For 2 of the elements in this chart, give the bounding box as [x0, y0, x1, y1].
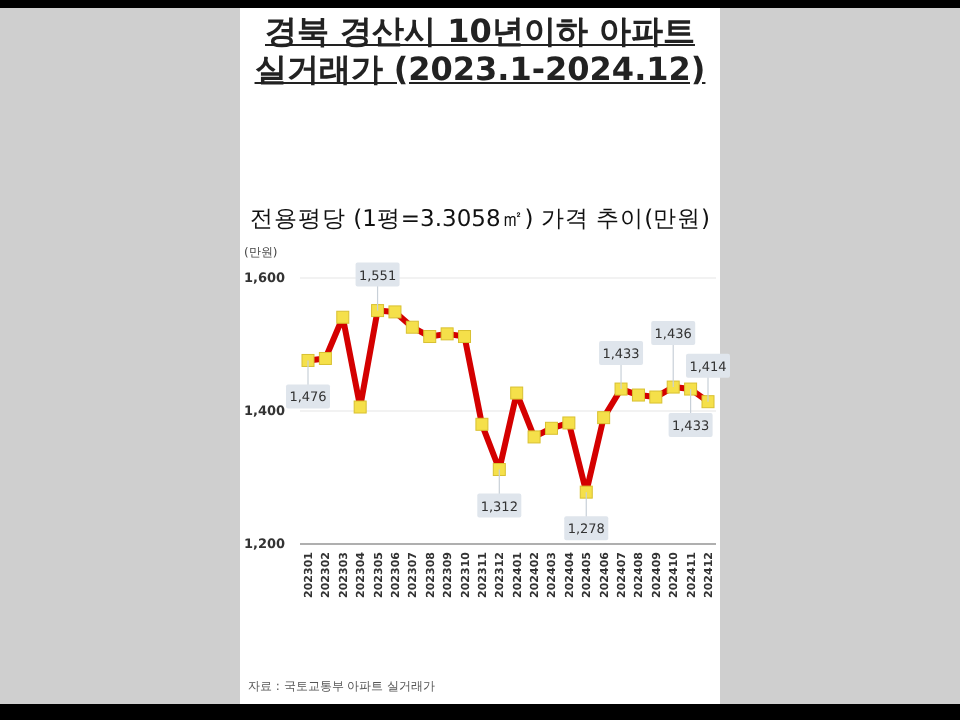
chart-title: 경북 경산시 10년이하 아파트 실거래가 (2023.1-2024.12) — [252, 12, 708, 88]
chart-subtitle: 전용평당 (1평=3.3058㎡) 가격 추이(만원) — [249, 204, 711, 232]
